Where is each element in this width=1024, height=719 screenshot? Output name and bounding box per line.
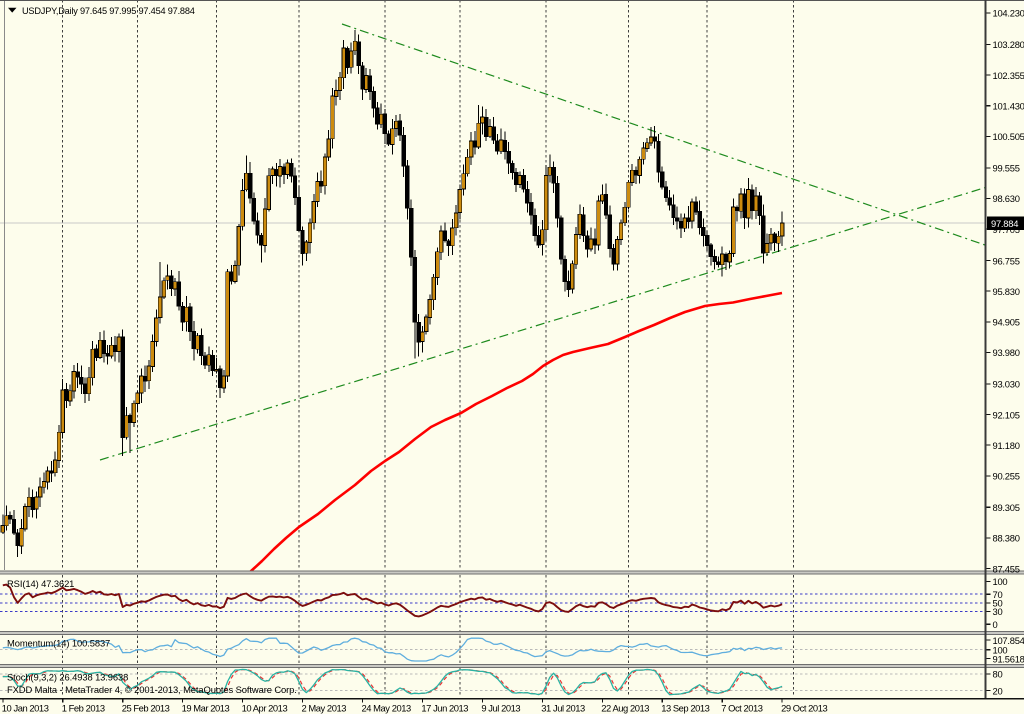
svg-text:87.455: 87.455 <box>993 563 1020 574</box>
svg-text:97.884: 97.884 <box>991 218 1018 229</box>
svg-text:91.5618: 91.5618 <box>993 653 1024 664</box>
svg-text:100: 100 <box>993 576 1008 587</box>
svg-text:19 Mar 2013: 19 Mar 2013 <box>182 703 230 714</box>
svg-text:99.555: 99.555 <box>993 163 1020 174</box>
svg-text:USDJPY,Daily 97.645 97.995 97.: USDJPY,Daily 97.645 97.995 97.454 97.884 <box>22 6 195 16</box>
svg-text:101.430: 101.430 <box>993 101 1024 112</box>
svg-text:10 Jan 2013: 10 Jan 2013 <box>2 703 49 714</box>
svg-text:RSI(14) 47.3621: RSI(14) 47.3621 <box>7 578 74 589</box>
svg-text:91.180: 91.180 <box>993 440 1020 451</box>
svg-text:25 Feb 2013: 25 Feb 2013 <box>122 703 170 714</box>
svg-text:31 Jul 2013: 31 Jul 2013 <box>541 703 585 714</box>
svg-text:17 Jun 2013: 17 Jun 2013 <box>421 703 468 714</box>
svg-text:104.230: 104.230 <box>993 8 1024 19</box>
svg-text:102.355: 102.355 <box>993 70 1024 81</box>
svg-text:2 May 2013: 2 May 2013 <box>302 703 347 714</box>
svg-text:94.905: 94.905 <box>993 317 1020 328</box>
svg-text:88.380: 88.380 <box>993 533 1020 544</box>
svg-text:13 Sep 2013: 13 Sep 2013 <box>661 703 709 714</box>
svg-text:93.030: 93.030 <box>993 379 1020 390</box>
svg-text:29 Oct 2013: 29 Oct 2013 <box>781 703 827 714</box>
svg-text:93.980: 93.980 <box>993 347 1020 358</box>
svg-text:103.280: 103.280 <box>993 39 1024 50</box>
svg-text:98.630: 98.630 <box>993 193 1020 204</box>
svg-text:96.755: 96.755 <box>993 255 1020 266</box>
svg-text:Stoch(9,3,2) 26.4938 13.9638: Stoch(9,3,2) 26.4938 13.9638 <box>7 672 128 683</box>
svg-text:FXDD Malta - MetaTrader 4, © 2: FXDD Malta - MetaTrader 4, © 2001-2013, … <box>7 684 297 695</box>
svg-text:7 Oct 2013: 7 Oct 2013 <box>721 703 763 714</box>
svg-text:89.305: 89.305 <box>993 502 1020 513</box>
svg-text:30: 30 <box>993 606 1003 617</box>
svg-text:90.255: 90.255 <box>993 471 1020 482</box>
svg-text:0: 0 <box>993 619 998 630</box>
svg-text:24 May 2013: 24 May 2013 <box>362 703 411 714</box>
svg-text:80: 80 <box>993 669 1003 680</box>
svg-text:22 Aug 2013: 22 Aug 2013 <box>601 703 649 714</box>
svg-text:1 Feb 2013: 1 Feb 2013 <box>62 703 105 714</box>
svg-text:10 Apr 2013: 10 Apr 2013 <box>242 703 288 714</box>
svg-text:92.105: 92.105 <box>993 409 1020 420</box>
svg-text:100.505: 100.505 <box>993 131 1024 142</box>
svg-text:95.830: 95.830 <box>993 286 1020 297</box>
svg-text:Momentum(14) 100.5837: Momentum(14) 100.5837 <box>7 638 110 649</box>
svg-text:20: 20 <box>993 685 1003 696</box>
svg-text:9 Jul 2013: 9 Jul 2013 <box>481 703 520 714</box>
